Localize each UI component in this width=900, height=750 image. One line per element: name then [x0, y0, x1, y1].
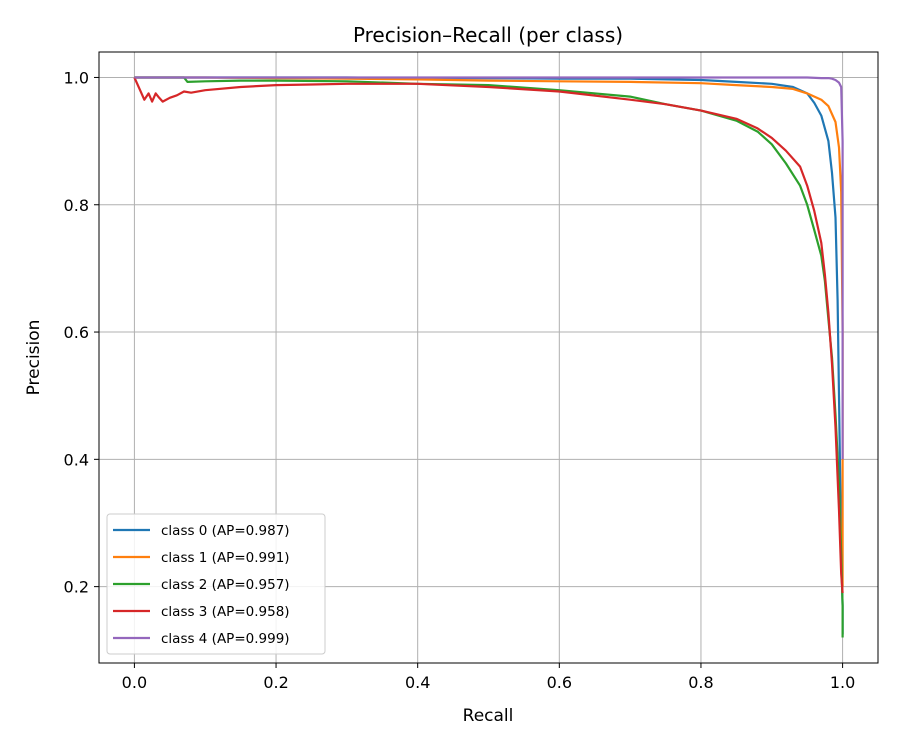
- legend: class 0 (AP=0.987) class 1 (AP=0.991) clas…: [106, 513, 326, 655]
- legend-frame: [106, 513, 326, 655]
- series-line-class-4: [134, 76, 844, 460]
- legend-label-class-3: class 3 (AP=0.958): [161, 604, 290, 620]
- series-line-class-1: [134, 76, 844, 587]
- legend-label-class-1: class 1 (AP=0.991): [161, 550, 290, 566]
- legend-label-class-2: class 2 (AP=0.957): [161, 577, 290, 593]
- chart-title: Precision–Recall (per class): [353, 23, 623, 47]
- y-axis-ticks: 0.2 0.4 0.6 0.8 1.0: [64, 68, 99, 597]
- x-axis-ticks: 0.0 0.2 0.4 0.6 0.8 1.0: [122, 663, 855, 692]
- x-tick-label: 0.2: [263, 673, 288, 692]
- x-axis-label: Recall: [463, 706, 514, 726]
- plot-area-frame: [98, 51, 879, 664]
- x-tick-label: 0.6: [547, 673, 572, 692]
- legend-label-class-0: class 0 (AP=0.987): [161, 523, 290, 539]
- y-tick-label: 0.2: [64, 578, 89, 597]
- series-group: [133, 76, 844, 638]
- y-axis-label: Precision: [24, 320, 44, 396]
- x-tick-label: 0.0: [122, 673, 147, 692]
- y-tick-label: 0.6: [64, 323, 89, 342]
- y-tick-label: 1.0: [64, 68, 89, 87]
- x-tick-label: 0.8: [688, 673, 713, 692]
- x-tick-label: 0.4: [405, 673, 430, 692]
- y-tick-label: 0.8: [64, 196, 89, 215]
- series-line-class-3: [133, 77, 844, 594]
- legend-label-class-4: class 4 (AP=0.999): [161, 631, 290, 647]
- x-tick-label: 1.0: [830, 673, 855, 692]
- y-tick-label: 0.4: [64, 450, 89, 469]
